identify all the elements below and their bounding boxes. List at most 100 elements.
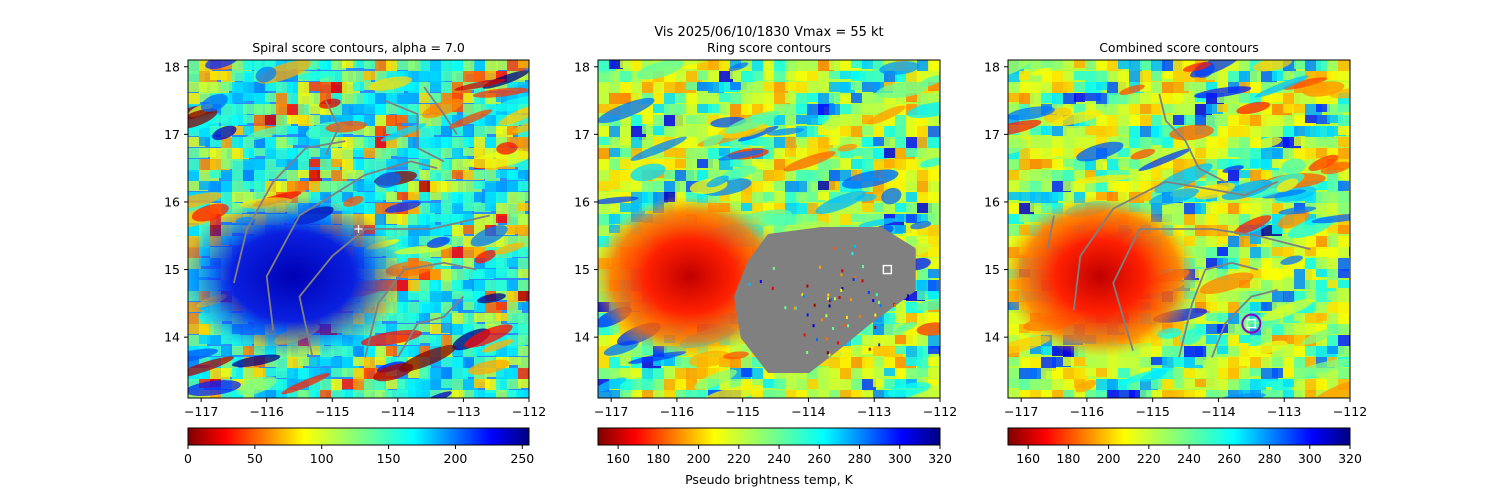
heatmap-cell	[1008, 357, 1019, 366]
heatmap-cell	[474, 71, 488, 84]
heatmap-cell	[917, 236, 934, 246]
heatmap-cell	[342, 71, 356, 84]
heatmap-cell	[1305, 148, 1318, 159]
heatmap-cell	[474, 104, 489, 114]
mask-speckle	[827, 297, 830, 301]
heatmap-cell	[653, 379, 666, 391]
heatmap-cell	[1184, 115, 1202, 125]
cloud-streak	[467, 359, 510, 375]
heatmap-cell	[342, 60, 357, 68]
heatmap-cell	[917, 225, 933, 235]
heatmap-cell	[873, 203, 894, 212]
heatmap-cell	[1096, 71, 1110, 84]
heatmap-cell	[254, 390, 271, 398]
heatmap-cell	[928, 280, 940, 293]
cloud-streak	[1253, 136, 1282, 149]
heatmap-cell	[675, 82, 696, 93]
cloud-streak	[188, 380, 241, 397]
heatmap-cell	[774, 115, 795, 125]
heatmap-cell	[686, 93, 698, 106]
heatmap-cell	[386, 60, 397, 71]
heatmap-cell	[807, 192, 825, 202]
heatmap-cell	[375, 203, 388, 215]
x-tick-label: −112	[1333, 404, 1367, 419]
heatmap-cell	[598, 390, 612, 398]
cloud-streak	[472, 87, 529, 98]
heatmap-cell	[1338, 302, 1350, 316]
heatmap-cell	[807, 93, 821, 102]
heatmap-cell	[342, 148, 353, 159]
heatmap-cell	[1338, 346, 1350, 358]
heatmap-cell	[287, 390, 307, 398]
mask-speckle	[861, 279, 864, 283]
heatmap-cell	[1206, 137, 1220, 148]
heatmap-cell	[1030, 71, 1041, 81]
heatmap-cell	[1272, 159, 1293, 168]
cloud-streak	[895, 321, 917, 332]
heatmap-cell	[353, 60, 371, 68]
heatmap-cell	[287, 82, 304, 93]
heatmap-cell	[188, 82, 207, 92]
heatmap-cell	[430, 379, 451, 390]
heatmap-cell	[1305, 115, 1317, 123]
heatmap-cell	[1228, 159, 1246, 168]
heatmap-cell	[917, 214, 935, 222]
heatmap-cell	[1195, 390, 1210, 398]
heatmap-cell	[1272, 93, 1292, 102]
colorbar-tick-label: 250	[510, 451, 534, 466]
mask-speckle	[867, 290, 870, 294]
score-contour	[1112, 228, 1311, 351]
cloud-streak	[476, 293, 506, 304]
cloud-streak	[1293, 358, 1350, 377]
heatmap-cell	[353, 126, 369, 135]
heatmap-cell	[1206, 214, 1217, 225]
panel-title: Ring score contours	[707, 40, 831, 55]
mask-speckle	[847, 324, 850, 328]
heatmap-cell	[1316, 203, 1329, 213]
heatmap-cell	[1140, 192, 1158, 201]
heatmap-cell	[730, 82, 747, 90]
heatmap-cell	[408, 335, 420, 345]
heatmap-cell	[1085, 368, 1098, 376]
heatmap-cell	[518, 60, 529, 68]
heatmap-cell	[708, 115, 723, 124]
heatmap-cell	[917, 203, 932, 213]
heatmap-cell	[917, 115, 933, 125]
heatmap-cell	[1140, 170, 1158, 180]
heatmap-cell	[1074, 126, 1086, 139]
heatmap-cell	[1316, 379, 1327, 392]
cloud-streak	[1030, 67, 1053, 76]
heatmap-cell	[1327, 192, 1347, 203]
heatmap-cell	[441, 357, 452, 367]
heatmap-cell	[353, 357, 370, 366]
heatmap-cell	[188, 181, 208, 191]
score-contour	[1072, 180, 1279, 311]
heatmap-cell	[862, 137, 877, 147]
heatmap-cell	[1338, 60, 1350, 73]
heatmap-cell	[518, 335, 529, 345]
center-square-marker	[1246, 318, 1257, 329]
heatmap-cell	[796, 71, 808, 81]
heatmap-cell	[1107, 159, 1119, 171]
heatmap-cell	[785, 93, 800, 103]
cloud-streak	[822, 116, 843, 131]
mask-speckle	[815, 338, 818, 342]
heatmap-cell	[741, 137, 758, 145]
heatmap-cell	[609, 93, 630, 104]
ring-score-panel: Ring score contours−117 −116 −115 −114 −113−…	[574, 40, 957, 487]
heatmap-cell	[507, 379, 521, 389]
heatmap-cell	[620, 115, 637, 123]
y-tick-label: 14	[984, 330, 1000, 345]
heatmap-cell	[1041, 137, 1059, 146]
heatmap-cell	[1041, 390, 1055, 398]
heatmap-cell	[1294, 335, 1310, 346]
heatmap-cell	[265, 368, 277, 376]
heatmap-cell	[928, 225, 940, 236]
heatmap-cell	[1063, 170, 1075, 182]
heatmap-cell	[741, 357, 755, 369]
heatmap-cell	[1107, 368, 1121, 382]
heatmap-cell	[1349, 335, 1350, 349]
heatmap-cell	[1184, 379, 1197, 388]
heatmap-cell	[518, 170, 529, 179]
heatmap-cell	[862, 390, 879, 398]
